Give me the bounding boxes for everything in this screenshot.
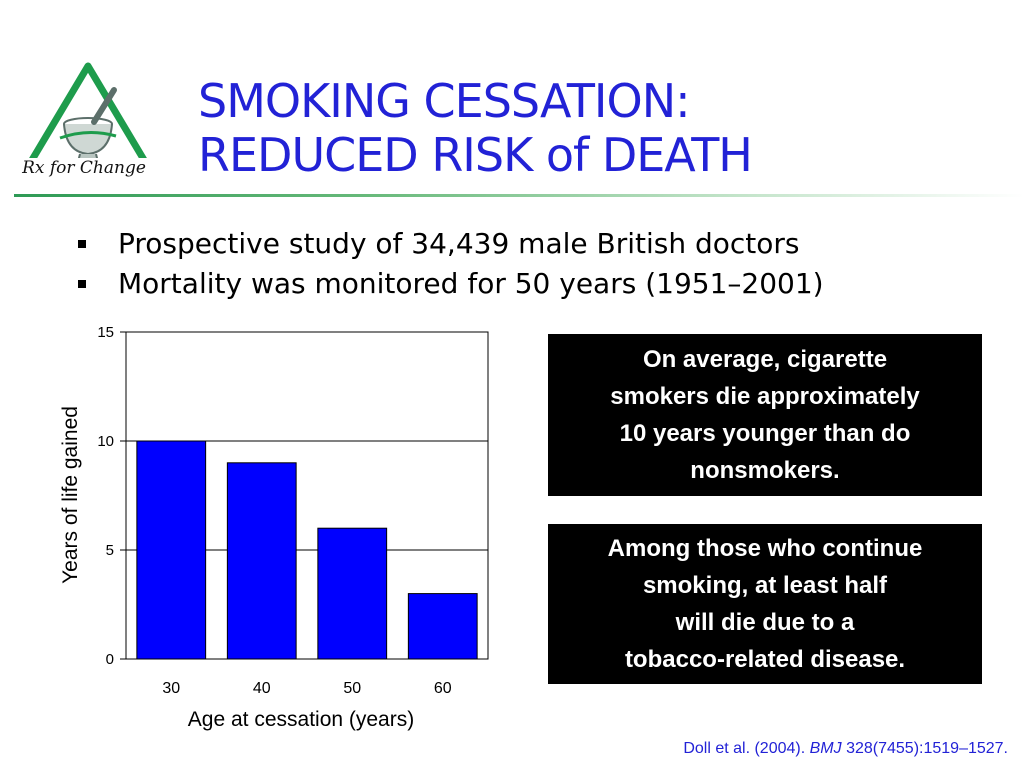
y-tick-label: 10 bbox=[97, 433, 114, 450]
bullet-text: Prospective study of 34,439 male British… bbox=[118, 227, 800, 260]
y-tick-label: 15 bbox=[97, 324, 114, 341]
callout-box: On average, cigarette smokers die approx… bbox=[548, 334, 982, 496]
logo-text: Rx for Change bbox=[10, 158, 158, 178]
bar bbox=[407, 593, 478, 660]
citation-ref: 328(7455):1519–1527. bbox=[846, 740, 1008, 757]
x-tick-label: 40 bbox=[253, 680, 271, 697]
callout-text: Among those who continue smoking, at lea… bbox=[607, 535, 923, 673]
x-axis-label: Age at cessation (years) bbox=[188, 708, 414, 731]
bar bbox=[226, 462, 297, 660]
x-tick-label: 30 bbox=[162, 680, 180, 697]
callout-text: On average, cigarette smokers die approx… bbox=[610, 346, 920, 484]
bullet-list: Prospective study of 34,439 male British… bbox=[78, 224, 824, 304]
bullet-item: Mortality was monitored for 50 years (19… bbox=[78, 264, 824, 304]
y-tick-label: 0 bbox=[106, 651, 114, 668]
bullet-marker bbox=[78, 280, 86, 288]
axis-layer: 0 5 10 15 30 40 50 60 bbox=[97, 324, 451, 697]
callout-box: Among those who continue smoking, at lea… bbox=[548, 524, 982, 684]
citation-authors: Doll et al. (2004). bbox=[683, 740, 806, 757]
page-title: SMOKING CESSATION: REDUCED RISK of DEATH bbox=[198, 74, 753, 182]
bullet-marker bbox=[78, 240, 86, 248]
bar bbox=[136, 440, 207, 660]
rx-for-change-logo: Rx for Change bbox=[10, 62, 158, 192]
bullet-item: Prospective study of 34,439 male British… bbox=[78, 224, 824, 264]
citation: Doll et al. (2004). BMJ 328(7455):1519–1… bbox=[683, 740, 1008, 758]
y-tick-label: 5 bbox=[106, 542, 114, 559]
x-tick-label: 50 bbox=[343, 680, 361, 697]
bar bbox=[317, 527, 388, 660]
x-tick-label: 60 bbox=[434, 680, 452, 697]
logo-graphic bbox=[22, 62, 154, 174]
y-axis-label: Years of life gained bbox=[59, 406, 82, 584]
citation-journal: BMJ bbox=[809, 740, 842, 757]
title-divider bbox=[14, 194, 1024, 197]
bullet-text: Mortality was monitored for 50 years (19… bbox=[118, 267, 824, 300]
bar-layer bbox=[136, 440, 478, 660]
